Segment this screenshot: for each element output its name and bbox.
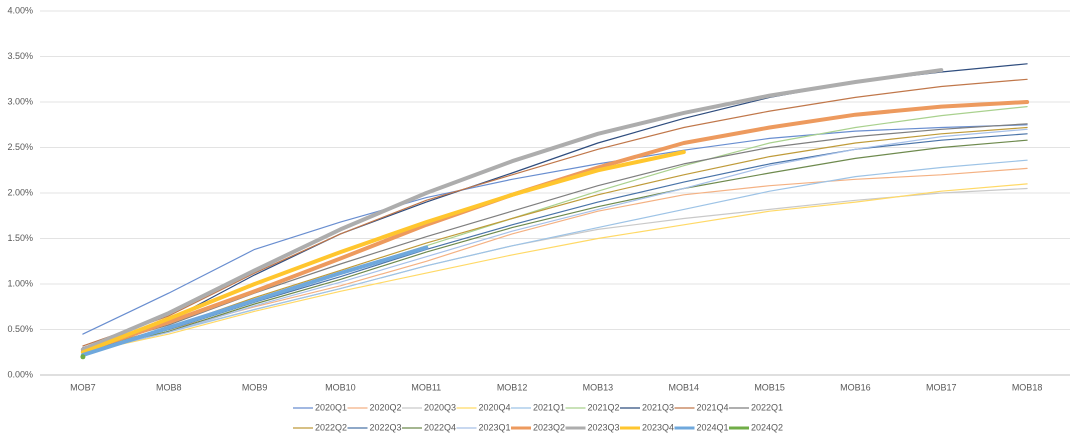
legend-label: 2021Q4 <box>697 402 729 412</box>
y-tick-label: 3.50% <box>7 51 33 61</box>
legend-label: 2023Q3 <box>588 422 620 432</box>
legend-label: 2023Q1 <box>479 422 511 432</box>
y-tick-label: 3.00% <box>7 96 33 106</box>
series-line <box>82 63 1028 349</box>
x-tick-label: MOB12 <box>497 382 528 392</box>
legend-label: 2023Q4 <box>642 422 674 432</box>
x-tick-label: MOB14 <box>668 382 699 392</box>
y-tick-label: 4.00% <box>7 5 33 15</box>
legend-label: 2020Q4 <box>479 402 511 412</box>
legend-label: 2022Q4 <box>424 422 456 432</box>
series-line <box>82 78 1028 347</box>
series-line <box>82 139 1028 353</box>
series-line <box>82 124 1028 335</box>
y-tick-label: 0.50% <box>7 324 33 334</box>
x-tick-label: MOB18 <box>1012 382 1043 392</box>
legend-label: 2022Q2 <box>315 422 347 432</box>
x-tick-label: MOB16 <box>840 382 871 392</box>
y-tick-label: 1.50% <box>7 233 33 243</box>
legend-label: 2023Q2 <box>533 422 565 432</box>
legend-label: 2020Q2 <box>370 402 402 412</box>
series-line <box>82 187 1028 351</box>
legend-label: 2020Q3 <box>424 402 456 412</box>
series-line <box>80 150 686 355</box>
legend-label: 2022Q3 <box>370 422 402 432</box>
line-point <box>80 354 86 360</box>
series-line <box>80 245 429 357</box>
y-tick-label: 2.50% <box>7 142 33 152</box>
series-line <box>82 183 1028 353</box>
series-line <box>82 159 1028 353</box>
legend-label: 2021Q2 <box>588 402 620 412</box>
legend-label: 2022Q1 <box>751 402 783 412</box>
y-tick-label: 0.00% <box>7 369 33 379</box>
legend-label: 2024Q2 <box>751 422 783 432</box>
x-tick-label: MOB7 <box>70 382 96 392</box>
x-tick-label: MOB8 <box>156 382 182 392</box>
y-tick-label: 1.00% <box>7 278 33 288</box>
legend-label: 2020Q1 <box>315 402 347 412</box>
x-tick-label: MOB17 <box>926 382 957 392</box>
x-tick-label: MOB10 <box>325 382 356 392</box>
legend-label: 2021Q1 <box>533 402 565 412</box>
x-tick-label: MOB13 <box>583 382 614 392</box>
series-line <box>82 126 1028 351</box>
x-tick-label: MOB15 <box>754 382 785 392</box>
series-line <box>82 167 1028 349</box>
legend-label: 2021Q3 <box>642 402 674 412</box>
series-line <box>82 128 1028 354</box>
x-tick-label: MOB9 <box>242 382 268 392</box>
legend-label: 2024Q1 <box>697 422 729 432</box>
x-tick-label: MOB11 <box>411 382 441 392</box>
series-line <box>80 68 944 352</box>
y-tick-label: 2.00% <box>7 187 33 197</box>
